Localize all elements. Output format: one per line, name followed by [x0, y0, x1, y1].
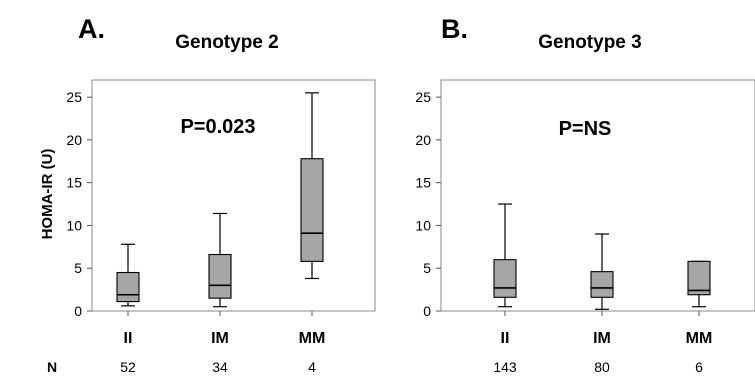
panel-b-n-value: 6 [695, 359, 703, 375]
panel-b-category-label: IM [593, 330, 611, 347]
panel-b-letter: B. [441, 14, 468, 44]
n-row-title: N [47, 359, 57, 375]
panel-b-n-value: 80 [594, 359, 610, 375]
panel-b: B. Genotype 3 P=NS 0 5 10 15 20 25 II 143 IM 80 MM… [415, 14, 755, 375]
panel-b-marks: 0 5 10 15 20 25 II 143 IM 80 MM 6 [415, 89, 712, 375]
panel-a-n-value: 4 [308, 359, 316, 375]
panel-a-n-value: 52 [120, 359, 136, 375]
panel-a-y-tick-label: 0 [74, 303, 82, 319]
panel-b-plot-frame [440, 79, 755, 312]
iqr-box [687, 260, 711, 296]
panel-b-category-label: II [501, 330, 510, 347]
iqr-box [590, 271, 614, 298]
panel-a-n-value: 34 [212, 359, 228, 375]
panel-a-title: Genotype 2 [175, 32, 278, 53]
panel-b-y-tick-label: 10 [415, 217, 431, 233]
panel-a-y-tick-label: 15 [66, 175, 82, 191]
panel-b-pvalue: P=NS [559, 118, 612, 140]
panel-a-y-tick-label: 10 [66, 217, 82, 233]
iqr-box [493, 259, 517, 298]
panel-a: A. Genotype 2 HOMA-IR (U) P=0.023 N 0 5 10… [39, 14, 376, 375]
panel-a-category-label: II [124, 330, 133, 347]
panel-b-box-ii [493, 203, 517, 308]
iqr-box [208, 253, 232, 299]
panel-a-marks: 0 5 10 15 20 25 II 52 IM 34 MM 4 [66, 89, 325, 375]
panel-a-box-mm [300, 92, 324, 280]
panel-b-category-label: MM [686, 330, 713, 347]
panel-a-category-label: IM [211, 330, 229, 347]
panel-a-y-tick-label: 5 [74, 260, 82, 276]
panel-a-pvalue: P=0.023 [180, 116, 255, 138]
panel-b-y-tick-label: 15 [415, 175, 431, 191]
panel-b-y-tick-label: 5 [423, 260, 431, 276]
iqr-box [116, 271, 140, 303]
panel-b-y-tick-label: 25 [415, 89, 431, 105]
panel-b-title: Genotype 3 [538, 32, 641, 53]
panel-a-category-label: MM [299, 330, 326, 347]
panel-b-y-tick-label: 0 [423, 303, 431, 319]
panel-a-y-tick-label: 20 [66, 132, 82, 148]
panel-a-plot-frame [91, 79, 376, 312]
panel-b-n-value: 143 [493, 359, 517, 375]
iqr-box [300, 158, 324, 262]
panel-b-y-tick-label: 20 [415, 132, 431, 148]
panel-a-y-tick-label: 25 [66, 89, 82, 105]
panel-a-letter: A. [78, 14, 105, 44]
panel-b-box-mm [687, 260, 711, 308]
panel-b-box-im [590, 233, 614, 310]
panel-a-box-ii [116, 243, 140, 307]
y-axis-label: HOMA-IR (U) [39, 149, 56, 240]
panel-a-box-im [208, 212, 232, 308]
